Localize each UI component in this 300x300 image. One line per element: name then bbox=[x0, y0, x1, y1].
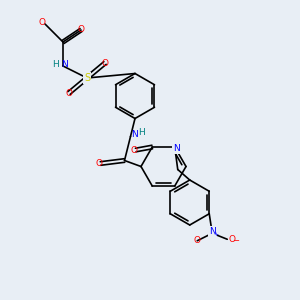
Text: O: O bbox=[95, 159, 103, 168]
Text: O: O bbox=[228, 235, 235, 244]
Text: O: O bbox=[131, 146, 138, 154]
Text: H: H bbox=[139, 128, 145, 137]
Text: N: N bbox=[61, 60, 68, 69]
Text: O: O bbox=[101, 58, 109, 68]
Text: O: O bbox=[193, 236, 200, 245]
Text: O: O bbox=[77, 26, 85, 34]
Text: O: O bbox=[65, 88, 73, 98]
Text: N: N bbox=[173, 144, 180, 153]
Text: N: N bbox=[131, 130, 138, 139]
Text: H: H bbox=[52, 60, 59, 69]
Text: −: − bbox=[232, 236, 239, 245]
Text: N: N bbox=[209, 227, 216, 236]
Text: O: O bbox=[38, 18, 46, 27]
Text: S: S bbox=[84, 73, 90, 83]
Text: +: + bbox=[213, 232, 218, 237]
